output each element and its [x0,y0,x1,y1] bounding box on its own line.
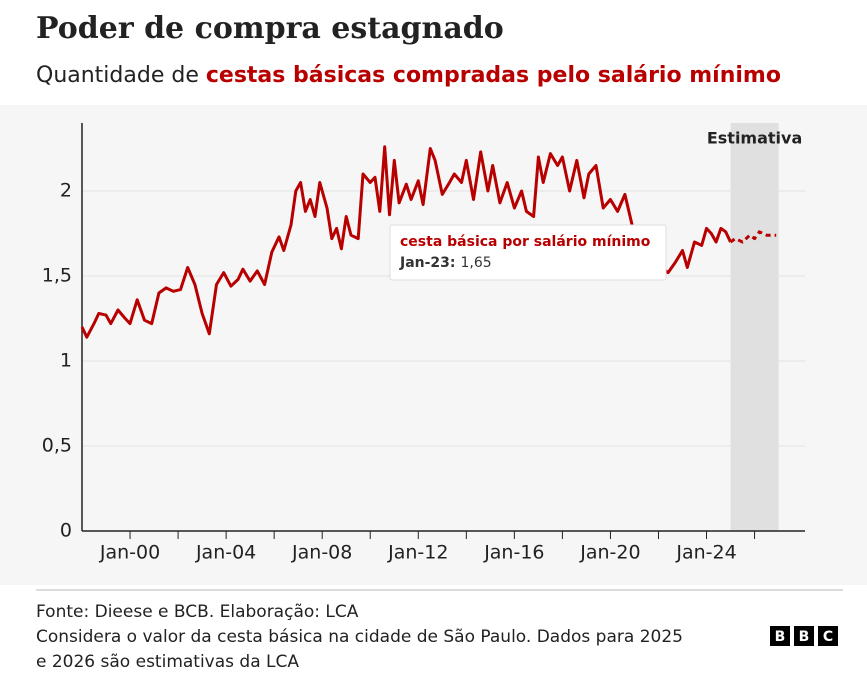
x-tick-label: Jan-00 [99,542,160,564]
plot-panel [0,105,867,585]
band-label: Estimativa [707,129,802,148]
tooltip-title: cesta básica por salário mínimo [400,234,651,250]
x-tick-label: Jan-04 [195,542,256,564]
y-tick-label: 1,5 [42,265,72,287]
logo-letter: B [799,629,810,645]
y-tick-label: 2 [60,180,72,202]
y-tick-label: 0,5 [42,435,72,457]
logo-box [770,626,790,646]
subtitle-part: Quantidade de [36,63,206,88]
logo-letter: C [823,629,833,645]
logo-box [818,626,838,646]
subtitle-highlight: cestas básicas compradas pelo salário mí… [206,63,781,88]
plot: Estimativa 0 0,5 1 1,5 2 Jan-00 Jan-04 Jan-08 Jan… [42,123,805,564]
y-tick-label: 0 [60,520,72,542]
tooltip-value: Jan-23: 1,65 [399,255,492,271]
footnote: Fonte: Dieese e BCB. Elaboração: LCA [36,602,359,622]
x-tick-label: Jan-12 [387,542,448,564]
x-tick-label: Jan-16 [483,542,544,564]
x-tick-label: Jan-20 [579,542,640,564]
x-tick-label: Jan-24 [675,542,736,564]
logo: B B C [770,626,838,646]
tooltip-number: 1,65 [461,255,492,271]
footnote: Considera o valor da cesta básica na cid… [36,627,683,647]
logo-letter: B [775,629,786,645]
series-line [80,145,732,339]
logo-box [794,626,814,646]
tooltip-box [389,224,667,281]
tooltip-date: Jan-23: [399,255,456,271]
tooltip: cesta básica por salário mínimo Jan-23: 1,… [389,224,667,281]
chart-title: Poder de compra estagnado [36,11,504,46]
footnote: e 2026 são estimativas da LCA [36,652,299,672]
estimate-band [730,123,779,531]
subtitle: Quantidade de cestas básicas compradas p… [36,63,781,88]
x-tick-label: Jan-08 [291,542,352,564]
y-tick-label: 1 [60,350,72,372]
